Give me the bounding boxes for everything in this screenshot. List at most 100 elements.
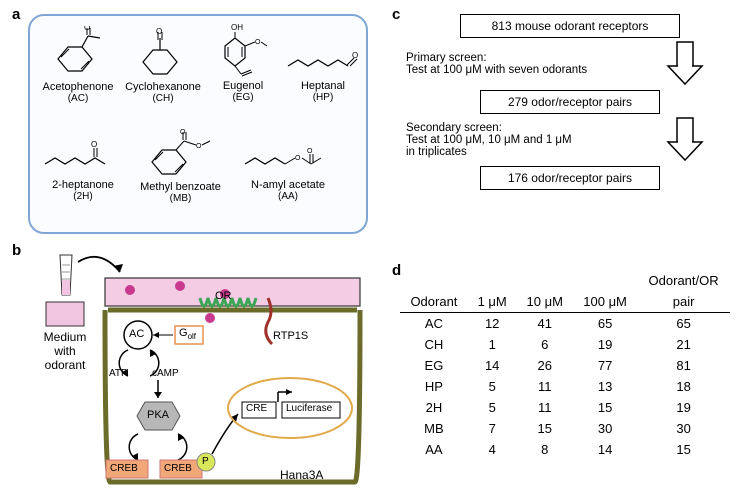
acetophenone-structure-icon: O	[48, 26, 108, 81]
table-cell: 5	[468, 376, 517, 397]
table-cell: 65	[573, 313, 637, 335]
molecule-name: Heptanal	[283, 80, 363, 92]
svg-text:O: O	[295, 155, 301, 162]
table-row: MB7153030	[400, 418, 730, 439]
hana3a-label: Hana3A	[280, 468, 323, 482]
table-row: CH161921	[400, 334, 730, 355]
table-cell: CH	[400, 334, 468, 355]
table-row: 2H5111519	[400, 397, 730, 418]
table-cell: 21	[637, 334, 730, 355]
table-cell: 1	[468, 334, 517, 355]
table-cell: 15	[637, 439, 730, 460]
table-cell: 41	[517, 313, 573, 335]
table-cell: 8	[517, 439, 573, 460]
table-cell: 15	[573, 397, 637, 418]
molecule-name: Methyl benzoate	[133, 181, 228, 193]
or-label: OR	[215, 290, 232, 302]
table-cell: 15	[517, 418, 573, 439]
molecule-name: Acetophenone	[38, 81, 118, 93]
molecule-namylacetate: O O N-amyl acetate (AA)	[238, 134, 338, 202]
panel-c: 813 mouse odorant receptors Primary scre…	[400, 14, 740, 244]
panel-b: Medium with odorant OR Golf AC ATP cAMP …	[10, 250, 370, 490]
pka-label: PKA	[147, 409, 169, 421]
molecule-abbr: (AA)	[238, 191, 338, 202]
col-pair-l1: Odorant/OR	[637, 270, 730, 291]
panel-a: O Acetophenone (AC) O Cyclohexanone (CH)…	[28, 14, 368, 234]
table-cell: 5	[468, 397, 517, 418]
flow-box-3: 176 odor/receptor pairs	[480, 166, 660, 190]
cre-label: CRE	[246, 403, 267, 414]
panel-d: Odorant/OR Odorant 1 μM 10 μM 100 μM pai…	[400, 270, 730, 460]
p-label: P	[202, 456, 209, 467]
flow-arrow-icon	[664, 40, 706, 88]
svg-text:O: O	[156, 27, 162, 36]
molecule-methylbenzoate: O O Methyl benzoate (MB)	[133, 129, 228, 204]
table-cell: EG	[400, 355, 468, 376]
table-cell: 19	[573, 334, 637, 355]
table-cell: 14	[573, 439, 637, 460]
svg-text:O: O	[91, 140, 97, 149]
odorant-table: Odorant/OR Odorant 1 μM 10 μM 100 μM pai…	[400, 270, 730, 460]
molecule-cyclohexanone: O Cyclohexanone (CH)	[123, 26, 203, 104]
table-cell: 77	[573, 355, 637, 376]
table-cell: 13	[573, 376, 637, 397]
table-cell: AA	[400, 439, 468, 460]
molecule-abbr: (EG)	[208, 92, 278, 103]
table-row: EG14267781	[400, 355, 730, 376]
svg-text:O: O	[307, 148, 313, 155]
flow-box-2: 279 odor/receptor pairs	[480, 90, 660, 114]
flow-side-1: Primary screen: Test at 100 μM with seve…	[400, 52, 630, 76]
rtp1s-label: RTP1S	[273, 330, 308, 342]
molecule-name: 2-heptanone	[38, 179, 128, 191]
heptanone-structure-icon: O	[41, 134, 125, 179]
table-row: HP5111318	[400, 376, 730, 397]
panel-a-label: a	[12, 6, 20, 23]
table-cell: AC	[400, 313, 468, 335]
molecule-name: Eugenol	[208, 80, 278, 92]
molecule-eugenol: OH O Eugenol (EG)	[208, 22, 278, 103]
luciferase-label: Luciferase	[286, 403, 332, 414]
medium-label: Medium with odorant	[30, 330, 100, 372]
svg-text:O: O	[352, 51, 358, 60]
amylacetate-structure-icon: O O	[241, 134, 336, 179]
flow-arrow-icon	[664, 116, 706, 164]
molecule-heptanal: O Heptanal (HP)	[283, 32, 363, 103]
table-cell: 19	[637, 397, 730, 418]
molecule-name: N-amyl acetate	[238, 179, 338, 191]
table-cell: 2H	[400, 397, 468, 418]
table-cell: MB	[400, 418, 468, 439]
golf-label: Golf	[179, 327, 196, 341]
col-1um: 1 μM	[468, 291, 517, 313]
table-cell: 4	[468, 439, 517, 460]
table-cell: 26	[517, 355, 573, 376]
table-cell: 6	[517, 334, 573, 355]
col-pair-l2: pair	[637, 291, 730, 313]
table-cell: 18	[637, 376, 730, 397]
molecule-abbr: (MB)	[133, 193, 228, 204]
col-100um: 100 μM	[573, 291, 637, 313]
table-cell: 30	[573, 418, 637, 439]
table-cell: 14	[468, 355, 517, 376]
molecule-abbr: (CH)	[123, 93, 203, 104]
svg-text:O: O	[255, 39, 261, 46]
svg-text:O: O	[180, 129, 186, 136]
table-row: AA481415	[400, 439, 730, 460]
creb-label-1: CREB	[110, 463, 138, 474]
svg-text:O: O	[196, 143, 202, 150]
table-cell: 12	[468, 313, 517, 335]
table-cell: 81	[637, 355, 730, 376]
table-cell: 7	[468, 418, 517, 439]
table-row: AC12416565	[400, 313, 730, 335]
col-odorant: Odorant	[400, 291, 468, 313]
svg-text:OH: OH	[231, 23, 243, 32]
table-cell: 65	[637, 313, 730, 335]
table-cell: 11	[517, 376, 573, 397]
col-10um: 10 μM	[517, 291, 573, 313]
cyclohexanone-structure-icon: O	[133, 26, 193, 81]
methylbenzoate-structure-icon: O O	[142, 129, 220, 181]
flow-box-1: 813 mouse odorant receptors	[460, 14, 680, 38]
heptanal-structure-icon: O	[284, 32, 362, 80]
camp-label: cAMP	[152, 368, 179, 379]
molecule-abbr: (AC)	[38, 93, 118, 104]
atp-label: ATP	[109, 368, 128, 379]
